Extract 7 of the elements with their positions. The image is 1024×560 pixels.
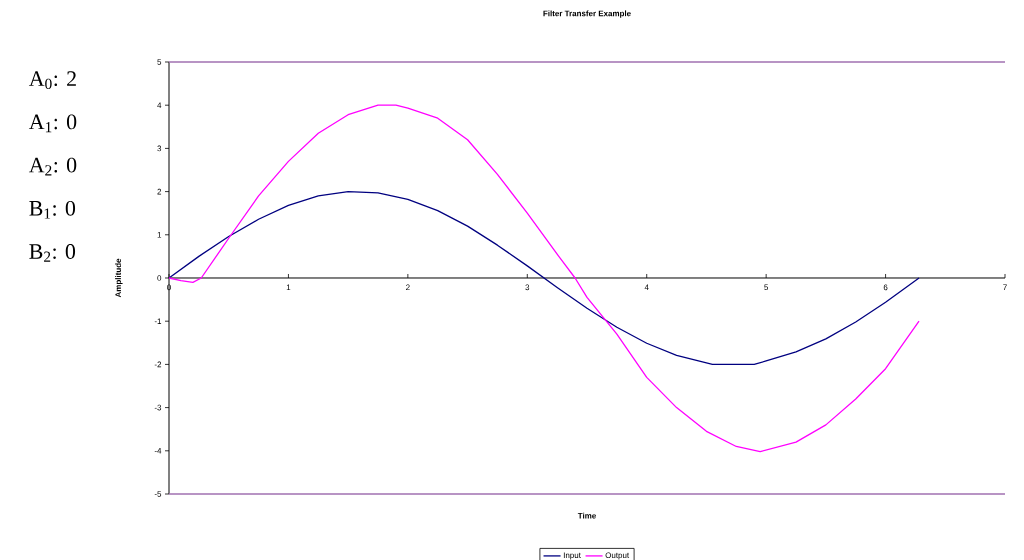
text: A$_{2}$: 0 bbox=[28, 157, 77, 176]
text: B$_{2}$: 0 bbox=[29, 244, 76, 262]
text: A$_{1}$: 0 bbox=[28, 114, 77, 133]
text: A$_{0}$: 2 bbox=[28, 71, 76, 90]
line-series bbox=[168, 190, 920, 366]
line-series bbox=[168, 104, 920, 453]
text: B$_{1}$: 0 bbox=[29, 200, 76, 219]
